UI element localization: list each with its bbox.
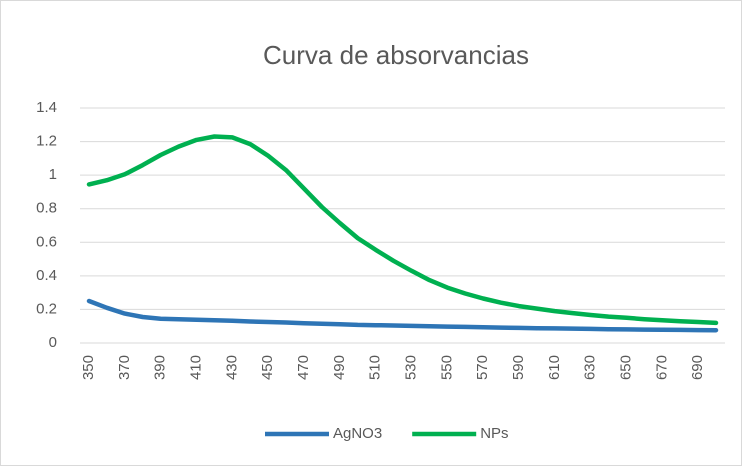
series-line [86,134,719,326]
legend-label: AgNO3 [333,425,382,442]
x-tick-label: 370 [116,355,133,380]
x-tick-label: 570 [474,355,491,380]
legend-label: NPs [480,425,508,442]
y-tick-label: 0.8 [36,200,57,217]
x-tick-label: 690 [689,355,706,380]
x-tick-label: 430 [223,355,240,380]
x-tick-label: 390 [152,355,169,380]
y-tick-label: 0 [49,334,57,351]
x-tick-label: 470 [295,355,312,380]
x-tick-label: 530 [402,355,419,380]
x-tick-label: 630 [582,355,599,380]
y-tick-label: 0.6 [36,233,57,250]
series-line [86,298,719,333]
x-tick-label: 410 [187,355,204,380]
x-tick-label: 450 [259,355,276,380]
x-tick-label: 350 [80,355,97,380]
x-tick-label: 590 [510,355,527,380]
x-tick-label: 610 [546,355,563,380]
chart-title: Curva de absorvancias [263,40,529,70]
x-tick-label: 670 [653,355,670,380]
x-tick-label: 550 [438,355,455,380]
y-tick-label: 1.2 [36,133,57,150]
x-tick-label: 650 [617,355,634,380]
x-tick-label: 510 [367,355,384,380]
y-tick-label: 0.4 [36,267,57,284]
x-tick-label: 490 [331,355,348,380]
y-tick-label: 1.4 [36,99,57,116]
y-tick-label: 1 [49,166,57,183]
y-tick-label: 0.2 [36,300,57,317]
